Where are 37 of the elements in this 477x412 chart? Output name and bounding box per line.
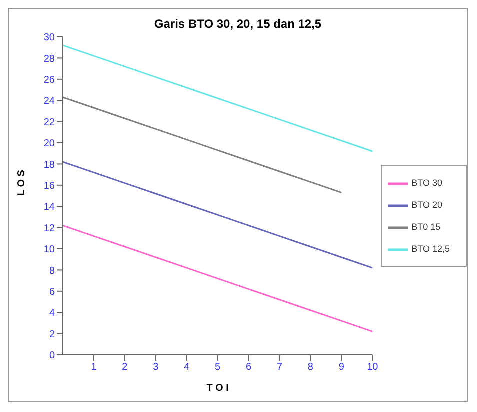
- x-tick-label: 1: [91, 362, 98, 374]
- y-tick-label: 18: [44, 160, 56, 171]
- y-tick-label: 4: [49, 308, 56, 320]
- chart-title: Garis BTO 30, 20, 15 dan 12,5: [153, 17, 323, 31]
- y-tick-label: 8: [49, 266, 56, 277]
- y-tick-label: 12: [44, 223, 56, 234]
- x-axis-title: T O I: [206, 383, 230, 394]
- line-series: [63, 224, 373, 332]
- y-tick-label: 20: [44, 138, 56, 150]
- y-tick-label: 22: [44, 117, 56, 128]
- y-tick-label: 14: [44, 202, 56, 214]
- x-tick-label: 9: [338, 362, 345, 374]
- line-series: [63, 96, 342, 194]
- y-tick-label: 16: [44, 180, 56, 192]
- x-tick-label: 2: [122, 362, 128, 374]
- x-tick-label: 3: [153, 362, 160, 374]
- x-tick-label: 10: [367, 362, 379, 374]
- legend-label: BTO 12,5: [412, 244, 450, 254]
- line-series: [63, 44, 373, 152]
- x-tick-label: 8: [308, 362, 314, 374]
- y-tick-label: 2: [49, 329, 56, 340]
- y-tick-label: 0: [49, 350, 56, 362]
- legend-label: BTO 30: [412, 178, 442, 188]
- y-tick-label: 28: [44, 54, 56, 65]
- x-tick-label: 4: [184, 362, 190, 374]
- y-tick-label: 6: [49, 286, 56, 298]
- x-tick-label: 5: [215, 362, 222, 374]
- x-tick-label: 7: [276, 362, 283, 374]
- y-tick-label: 30: [44, 32, 56, 44]
- y-axis-title: L O S: [16, 170, 28, 196]
- legend-label: BT0 15: [412, 222, 441, 232]
- y-tick-label: 24: [44, 96, 56, 108]
- legend-label: BTO 20: [412, 200, 442, 210]
- x-tick-label: 6: [246, 362, 252, 374]
- y-tick-label: 26: [44, 74, 56, 86]
- y-tick-label: 10: [44, 244, 56, 256]
- line-series: [63, 161, 373, 269]
